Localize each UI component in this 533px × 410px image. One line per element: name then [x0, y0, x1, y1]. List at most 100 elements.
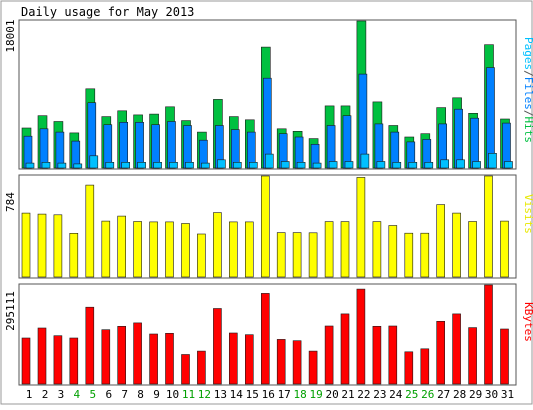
- visits_panel-visits-bar-12: [197, 233, 206, 278]
- day-label-15: 15: [246, 388, 259, 401]
- hits_panel-legend-part: Files: [522, 77, 533, 110]
- visits_panel-visits-bar-18: [292, 232, 302, 278]
- hits_panel-files-bar-11: [183, 125, 192, 169]
- visits_panel-visits-bar-24: [388, 225, 398, 278]
- kbytes_panel-kbytes-bar-14: [229, 332, 238, 385]
- day-label-20: 20: [325, 388, 338, 401]
- kbytes_panel-max-label: 295111: [4, 291, 17, 331]
- hits_panel-max-label: 18001: [4, 19, 17, 52]
- kbytes_panel-kbytes-bar-4: [69, 337, 79, 385]
- kbytes_panel-kbytes-bar-17: [276, 339, 286, 385]
- hits_panel-pages-bar-28: [456, 159, 465, 169]
- hits_panel-pages-bar-5: [89, 155, 99, 169]
- hits_panel-legend: Pages/Files/Hits: [522, 37, 533, 143]
- day-label-14: 14: [230, 388, 244, 401]
- day-label-7: 7: [121, 388, 128, 401]
- visits_panel-visits-bar-6: [101, 220, 111, 278]
- hits_panel-pages-bar-17: [280, 161, 290, 169]
- hits_panel-pages-bar-19: [312, 162, 322, 169]
- hits_panel-legend-part: /: [522, 110, 533, 117]
- kbytes_panel-kbytes-bar-8: [133, 322, 142, 385]
- kbytes_panel-kbytes-bar-9: [149, 333, 158, 385]
- visits_panel-visits-bar-1: [21, 212, 31, 278]
- hits_panel-legend-part: Pages: [522, 37, 533, 70]
- kbytes_panel-kbytes-bar-6: [101, 329, 111, 385]
- day-label-9: 9: [153, 388, 160, 401]
- kbytes_panel-kbytes-bar-26: [420, 348, 430, 385]
- kbytes_panel-kbytes-bar-28: [452, 313, 461, 385]
- hits-panel-frame: [18, 19, 517, 170]
- hits_panel-pages-bar-20: [328, 161, 338, 169]
- day-label-12: 12: [198, 388, 211, 401]
- hits_panel-pages-bar-10: [169, 162, 178, 169]
- day-label-10: 10: [166, 388, 179, 401]
- day-label-24: 24: [389, 388, 403, 401]
- hits_panel-legend-part: Hits: [522, 117, 533, 144]
- visits_panel-visits-bar-2: [37, 213, 47, 278]
- day-label-25: 25: [405, 388, 418, 401]
- visits_panel-visits-bar-13: [213, 212, 222, 278]
- visits_panel-visits-bar-11: [181, 223, 190, 278]
- hits_panel-files-bar-21: [342, 115, 352, 169]
- kbytes_panel-legend: KBytes: [522, 302, 533, 342]
- visits_panel-visits-bar-10: [165, 221, 174, 278]
- visits_panel-legend-part: Visits: [522, 194, 533, 234]
- visits_panel-visits-bar-5: [85, 184, 95, 278]
- day-label-19: 19: [309, 388, 322, 401]
- visits_panel-visits-bar-9: [149, 221, 158, 278]
- kbytes_panel-kbytes-bar-16: [260, 293, 270, 385]
- day-label-5: 5: [89, 388, 96, 401]
- day-label-17: 17: [278, 388, 291, 401]
- hits_panel-pages-bar-13: [217, 159, 226, 169]
- kbytes_panel-kbytes-bar-7: [117, 325, 126, 385]
- kbytes_panel-kbytes-bar-31: [500, 328, 509, 385]
- hits_panel-pages-bar-15: [249, 162, 258, 169]
- day-label-18: 18: [293, 388, 306, 401]
- kbytes_panel-kbytes-bar-30: [484, 284, 493, 385]
- visits_panel-visits-bar-17: [276, 232, 286, 278]
- visits_panel-visits-bar-28: [452, 212, 461, 278]
- hits_panel-pages-bar-27: [440, 159, 450, 169]
- hits_panel-files-bar-10: [167, 121, 176, 169]
- hits_panel-pages-bar-26: [424, 162, 434, 169]
- hits_panel-pages-bar-14: [233, 162, 242, 169]
- kbytes_panel-kbytes-bar-27: [436, 320, 446, 385]
- day-label-27: 27: [437, 388, 450, 401]
- visits_panel-visits-bar-25: [404, 232, 414, 278]
- visits_panel-visits-bar-26: [420, 232, 430, 278]
- visits_panel-visits-bar-22: [356, 177, 366, 278]
- chart-marks: 18001Pages/Files/Hits784Visits295111KByt…: [4, 19, 533, 401]
- visits_panel-visits-bar-16: [260, 175, 270, 278]
- visits_panel-visits-bar-29: [468, 221, 477, 278]
- visits_panel-visits-bar-7: [117, 215, 126, 278]
- day-label-4: 4: [73, 388, 80, 401]
- kbytes_panel-kbytes-bar-5: [85, 306, 95, 385]
- hits_panel-files-bar-28: [454, 108, 463, 169]
- hits_panel-pages-bar-24: [392, 162, 402, 169]
- visits_panel-visits-bar-23: [372, 221, 382, 278]
- hits_panel-pages-bar-30: [488, 153, 497, 169]
- visits_panel-visits-bar-31: [500, 220, 509, 278]
- visits_panel-visits-bar-15: [245, 221, 254, 278]
- hits_panel-pages-bar-11: [185, 162, 194, 169]
- visits_panel-visits-bar-8: [133, 221, 142, 278]
- hits_panel-pages-bar-4: [73, 163, 83, 169]
- day-label-21: 21: [341, 388, 354, 401]
- hits_panel-pages-bar-22: [360, 153, 370, 169]
- kbytes_panel-kbytes-bar-3: [53, 335, 63, 385]
- kbytes_panel-kbytes-bar-12: [197, 350, 206, 385]
- kbytes_panel-kbytes-bar-19: [308, 350, 318, 385]
- day-label-11: 11: [182, 388, 195, 401]
- visits_panel-legend: Visits: [522, 194, 533, 234]
- chart-title: Daily usage for May 2013: [21, 5, 194, 19]
- visits_panel-max-label: 784: [4, 192, 17, 212]
- kbytes_panel-kbytes-bar-21: [340, 313, 350, 385]
- day-label-22: 22: [357, 388, 370, 401]
- hits_panel-pages-bar-16: [264, 153, 274, 169]
- day-label-8: 8: [137, 388, 144, 401]
- visits_panel-visits-bar-3: [53, 214, 63, 278]
- day-label-31: 31: [501, 388, 514, 401]
- hits_panel-files-bar-7: [119, 122, 128, 169]
